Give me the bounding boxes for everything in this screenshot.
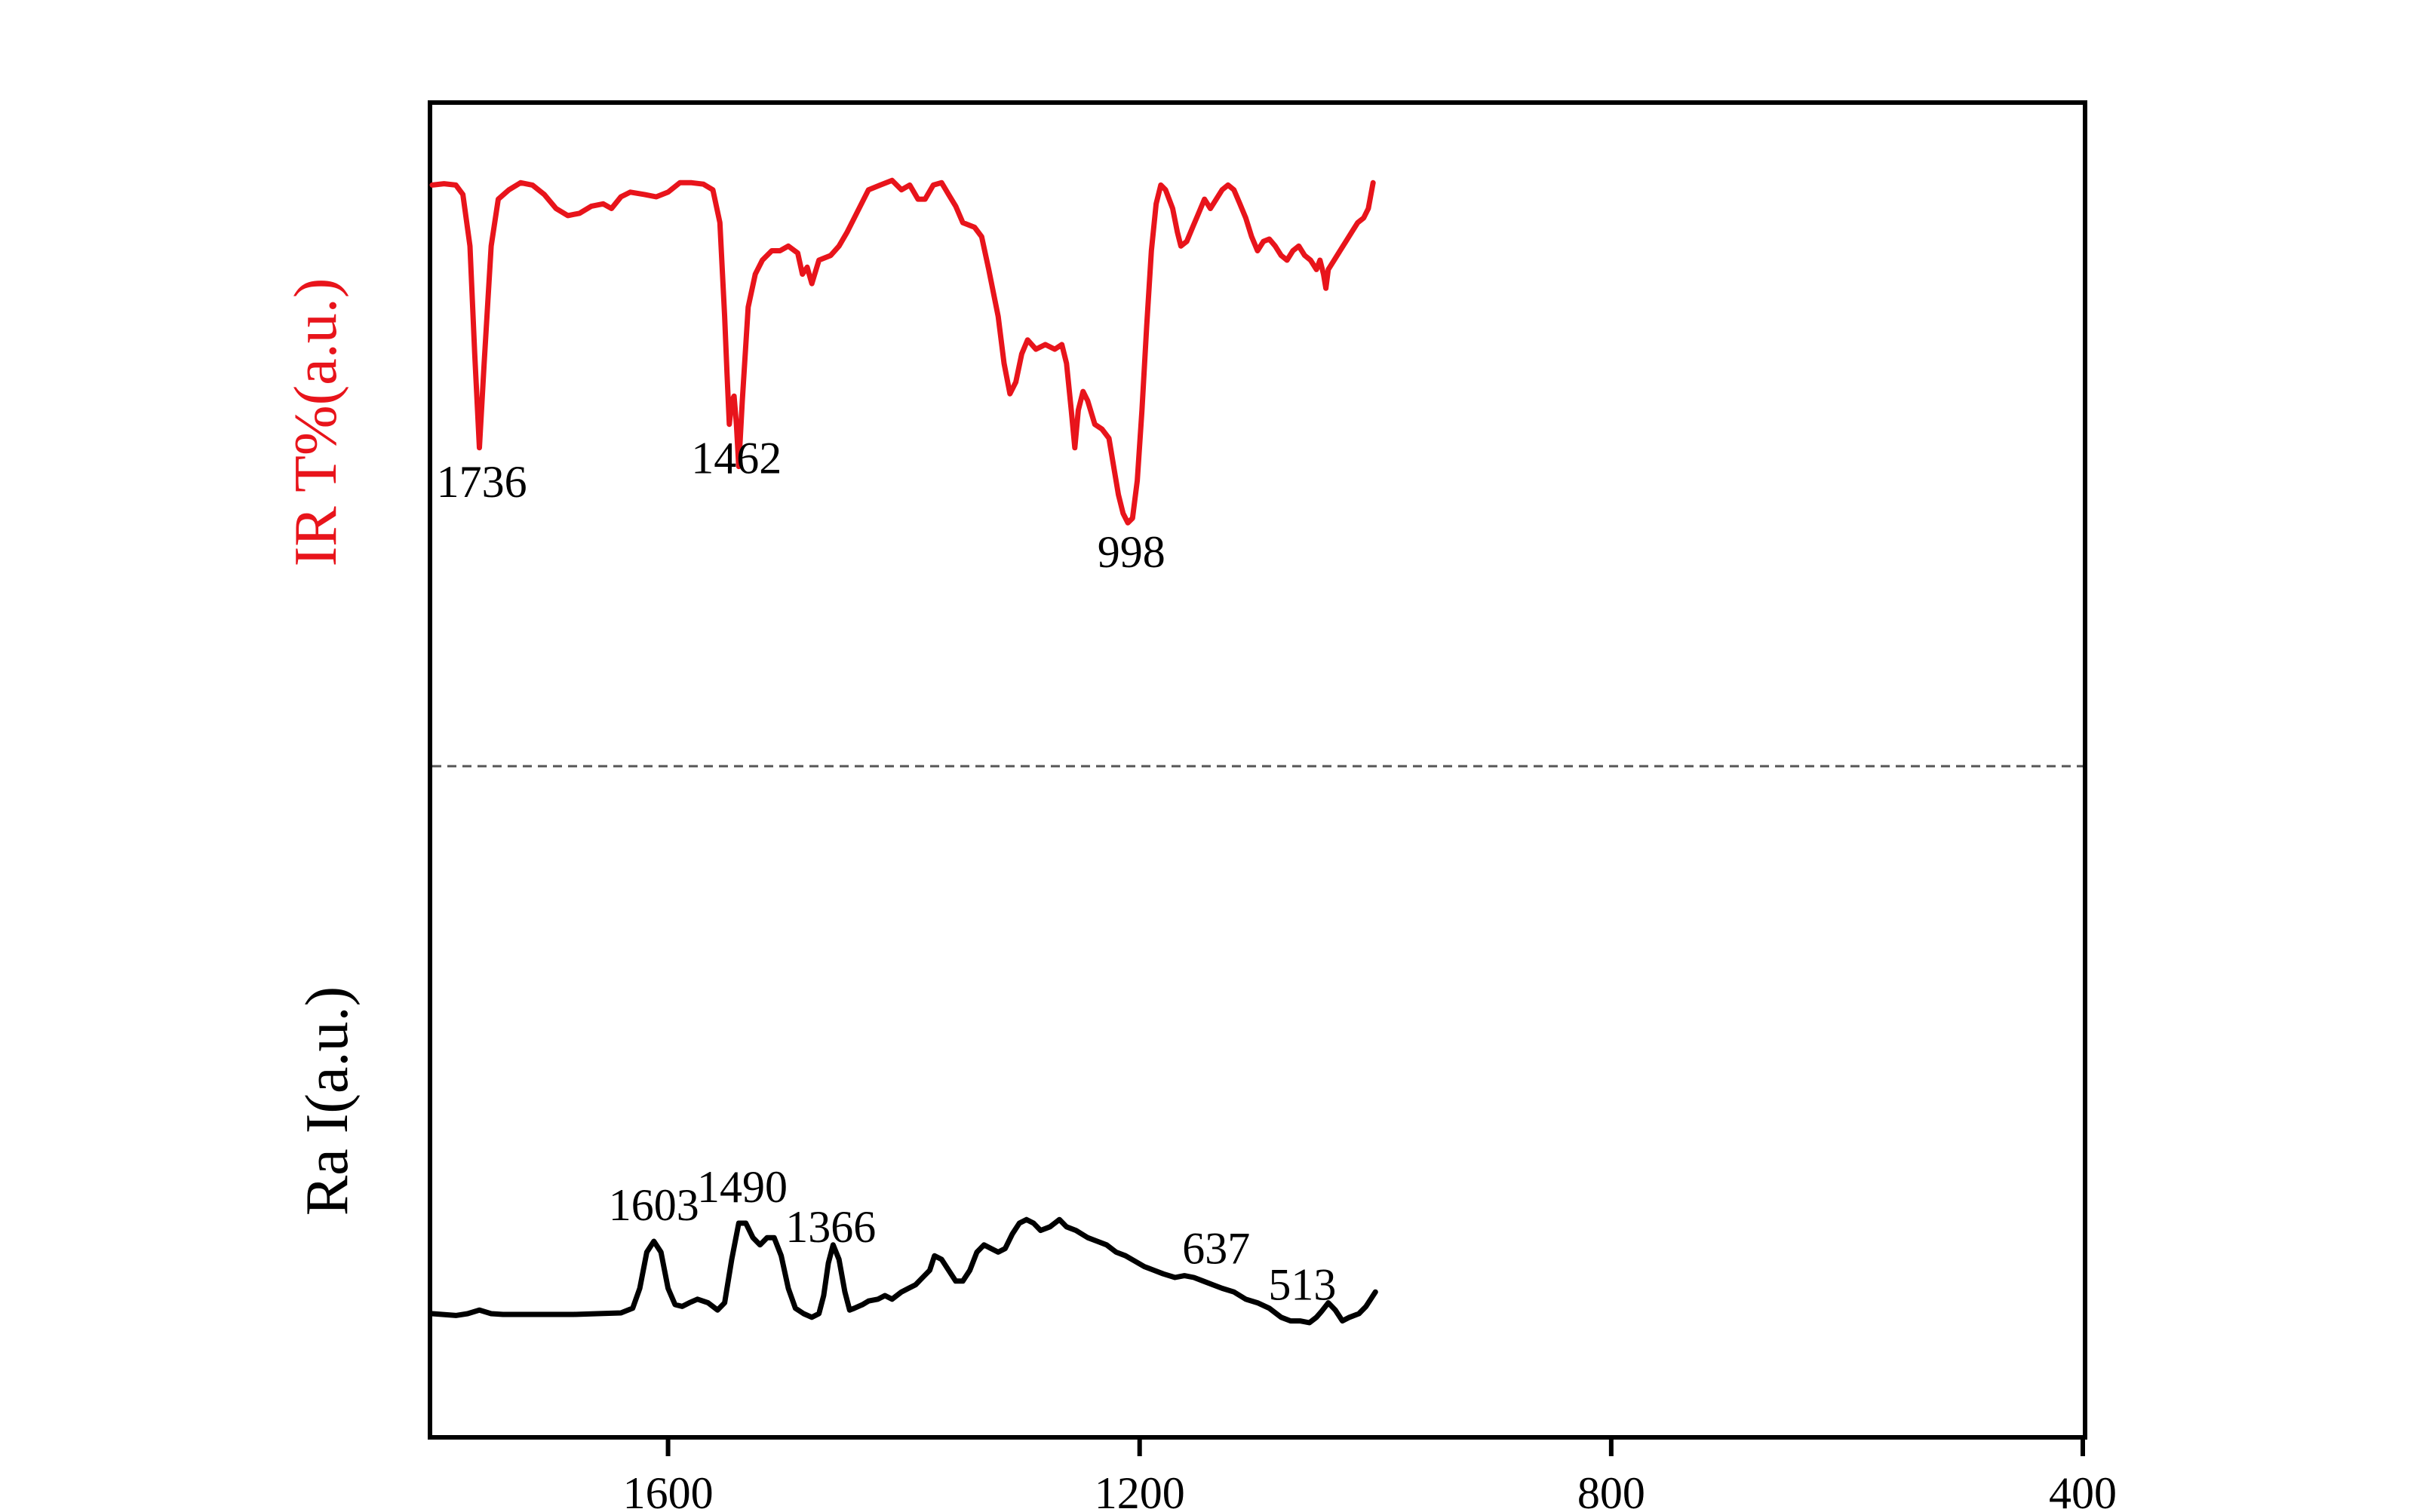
peak-label-1490: 1490	[697, 1162, 788, 1212]
peak-label-1603: 1603	[609, 1180, 699, 1230]
peak-label-513: 513	[1268, 1260, 1336, 1310]
x-tick-label-400: 400	[2049, 1468, 2117, 1512]
peak-label-637: 637	[1182, 1224, 1250, 1274]
x-axis-ticks: 1600 1200 800 400	[623, 1435, 2117, 1512]
x-tick-label-1200: 1200	[1095, 1468, 1185, 1512]
peak-label-998: 998	[1098, 527, 1165, 577]
raman-axis-label: Ra I(a.u.)	[294, 986, 361, 1216]
peak-label-1366: 1366	[785, 1202, 876, 1252]
raman-spectrum-line	[429, 1216, 1378, 1326]
peak-label-1736: 1736	[437, 457, 527, 507]
plot-frame	[428, 100, 2087, 1440]
x-tick-label-1600: 1600	[623, 1468, 714, 1512]
peak-label-1462: 1462	[691, 434, 782, 483]
ir-spectrum-line	[429, 177, 1376, 526]
x-tick-label-800: 800	[1577, 1468, 1645, 1512]
ir-axis-label: IR T%(a.u.)	[283, 278, 349, 567]
